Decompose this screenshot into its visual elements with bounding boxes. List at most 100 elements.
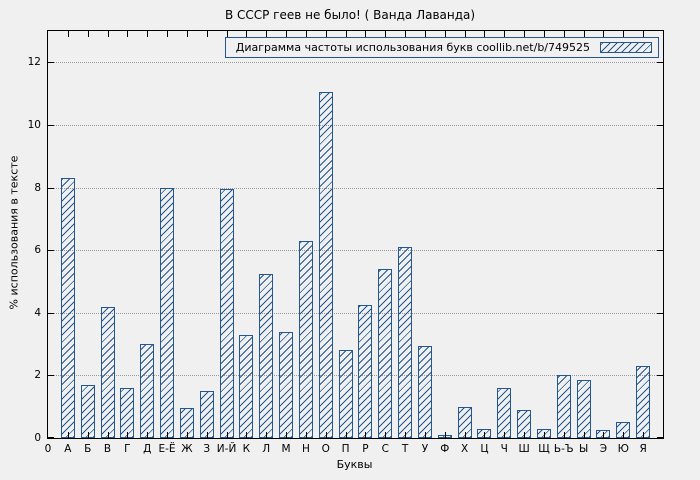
y-tick-mark bbox=[657, 437, 663, 438]
x-tick-mark bbox=[305, 31, 307, 37]
bar-Б bbox=[80, 385, 95, 438]
bar-П bbox=[338, 350, 353, 438]
x-tick-mark bbox=[127, 31, 129, 37]
x-tick-mark bbox=[365, 432, 367, 438]
x-tick-mark bbox=[345, 31, 347, 37]
x-tick-mark bbox=[186, 31, 188, 37]
x-tick-label-Л: Л bbox=[262, 443, 271, 455]
x-tick-mark bbox=[206, 432, 208, 438]
x-tick-mark bbox=[67, 432, 69, 438]
x-tick-label-З: З bbox=[203, 443, 211, 455]
bar-Е-Ё bbox=[160, 188, 175, 438]
x-tick-mark bbox=[405, 432, 407, 438]
x-tick-mark bbox=[365, 31, 367, 37]
x-tick-mark bbox=[206, 31, 208, 37]
x-tick-mark bbox=[405, 31, 407, 37]
x-tick-label-Д: Д bbox=[143, 443, 152, 455]
x-tick-label-Ц: Ц bbox=[480, 443, 489, 455]
x-tick-mark bbox=[305, 432, 307, 438]
y-tick-label: 2 bbox=[34, 369, 41, 382]
legend-swatch-hatched-bar bbox=[600, 42, 652, 53]
x-tick-mark bbox=[167, 432, 169, 438]
y-tick-mark bbox=[48, 250, 54, 252]
x-tick-label-Е-Ё: Е-Ё bbox=[158, 443, 176, 455]
x-tick-mark bbox=[464, 432, 466, 438]
x-tick-mark bbox=[325, 31, 327, 37]
x-tick-mark bbox=[246, 432, 248, 438]
x-tick-mark bbox=[444, 432, 446, 438]
y-tick-mark bbox=[657, 62, 663, 64]
x-tick-mark bbox=[524, 31, 526, 37]
gridline-y-12 bbox=[48, 62, 663, 64]
x-tick-mark bbox=[563, 432, 565, 438]
x-tick-mark bbox=[444, 31, 446, 37]
x-tick-mark bbox=[504, 432, 506, 438]
x-tick-mark bbox=[246, 31, 248, 37]
bar-И-Й bbox=[219, 189, 234, 438]
x-tick-label-К: К bbox=[242, 443, 251, 455]
x-tick-label-С: С bbox=[381, 443, 389, 455]
y-tick-mark bbox=[48, 312, 54, 314]
y-tick-mark bbox=[657, 312, 663, 314]
y-tick-mark bbox=[657, 375, 663, 377]
x-tick-mark bbox=[504, 31, 506, 37]
y-tick-label: 12 bbox=[27, 56, 41, 69]
y-axis-label: % использования в тексте bbox=[7, 155, 21, 310]
y-tick-mark bbox=[48, 124, 54, 126]
bar-К bbox=[239, 335, 254, 438]
x-tick-mark bbox=[286, 432, 288, 438]
x-tick-mark bbox=[464, 31, 466, 37]
x-tick-label-Р: Р bbox=[362, 443, 369, 455]
x-tick-label-Б: Б bbox=[84, 443, 92, 455]
bar-Н bbox=[298, 241, 313, 438]
x-axis-label: Буквы bbox=[336, 458, 373, 471]
bar-Р bbox=[358, 305, 373, 438]
x-tick-label-Ф: Ф bbox=[440, 443, 450, 455]
x-tick-label-П: П bbox=[341, 443, 350, 455]
legend: Диаграмма частоты использования букв coo… bbox=[224, 37, 659, 58]
bar-В bbox=[100, 307, 115, 438]
x-tick-label-Щ: Щ bbox=[538, 443, 550, 455]
bar-Ч bbox=[497, 388, 512, 438]
x-tick-label-Ы: Ы bbox=[579, 443, 589, 455]
bar-С bbox=[378, 269, 393, 438]
x-tick-label-О: О bbox=[321, 443, 330, 455]
y-tick-label: 4 bbox=[34, 306, 41, 319]
chart-title: В СССР геев не было! ( Ванда Лаванда) bbox=[224, 8, 476, 22]
x-tick-mark bbox=[87, 432, 89, 438]
x-tick-label-Ш: Ш bbox=[518, 443, 530, 455]
x-tick-label-В: В bbox=[103, 443, 112, 455]
gridline-y-8 bbox=[48, 187, 663, 189]
x-tick-mark bbox=[524, 432, 526, 438]
x-tick-mark bbox=[623, 31, 625, 37]
x-tick-mark bbox=[286, 31, 288, 37]
y-tick-mark bbox=[657, 124, 663, 126]
x-tick-label-У: У bbox=[421, 443, 429, 455]
y-tick-label: 10 bbox=[27, 118, 41, 131]
x-tick-label-Ь-Ъ: Ь-Ъ bbox=[553, 443, 574, 455]
gridline-y-4 bbox=[48, 312, 663, 314]
bar-Ы bbox=[576, 380, 591, 438]
x-tick-mark bbox=[266, 31, 268, 37]
x-tick-mark bbox=[424, 31, 426, 37]
y-tick-mark bbox=[48, 375, 54, 377]
x-tick-mark bbox=[147, 31, 149, 37]
x-tick-mark bbox=[385, 432, 387, 438]
x-tick-mark bbox=[67, 31, 69, 37]
y-tick-label: 8 bbox=[34, 181, 41, 194]
bar-З bbox=[199, 391, 214, 438]
x-tick-mark bbox=[543, 31, 545, 37]
y-tick-label: 6 bbox=[34, 244, 41, 257]
gridline-y-10 bbox=[48, 124, 663, 126]
x-tick-label-Х: Х bbox=[461, 443, 469, 455]
x-tick-mark bbox=[226, 31, 228, 37]
x-tick-mark bbox=[583, 432, 585, 438]
plot-area: Диаграмма частоты использования букв coo… bbox=[28, 30, 664, 455]
x-tick-mark bbox=[325, 432, 327, 438]
x-tick-mark bbox=[583, 31, 585, 37]
y-tick-mark bbox=[657, 250, 663, 252]
x-tick-mark bbox=[147, 432, 149, 438]
y-tick-mark bbox=[48, 437, 54, 438]
x-tick-mark bbox=[226, 432, 228, 438]
